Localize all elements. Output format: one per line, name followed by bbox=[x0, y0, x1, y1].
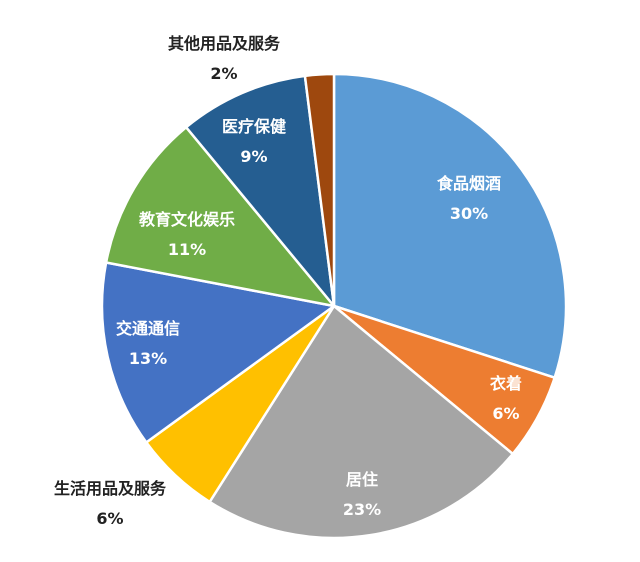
pie-slice bbox=[303, 72, 336, 308]
pie-slice bbox=[100, 261, 336, 444]
pie-slice bbox=[104, 125, 336, 308]
slice-percent-label: 6% bbox=[492, 404, 519, 423]
pie-slice bbox=[184, 74, 336, 308]
slice-category-label: 居住 bbox=[346, 470, 378, 489]
slice-category-label: 教育文化娱乐 bbox=[139, 210, 235, 229]
slice-category-label: 医疗保健 bbox=[222, 117, 286, 136]
slice-percent-label: 11% bbox=[168, 240, 206, 259]
slice-category-label: 生活用品及服务 bbox=[54, 479, 167, 498]
slice-percent-label: 2% bbox=[210, 64, 237, 83]
slice-category-label: 其他用品及服务 bbox=[168, 34, 281, 53]
slice-category-label: 交通通信 bbox=[116, 319, 180, 338]
pie-slices bbox=[100, 72, 568, 540]
slice-category-label: 衣着 bbox=[490, 374, 522, 393]
slice-percent-label: 9% bbox=[240, 147, 267, 166]
slice-percent-label: 23% bbox=[343, 500, 381, 519]
slice-percent-label: 30% bbox=[450, 204, 488, 223]
slice-percent-label: 13% bbox=[129, 349, 167, 368]
slice-percent-label: 6% bbox=[96, 509, 123, 528]
slice-category-label: 食品烟酒 bbox=[436, 174, 501, 193]
pie-slice bbox=[332, 72, 568, 379]
pie-slice bbox=[208, 304, 515, 540]
pie-labels: 食品烟酒 30% 衣着 6% 居住 23% 生活用品及服务 6% 交通通信 13% 教育文化娱乐 11… bbox=[54, 34, 522, 528]
